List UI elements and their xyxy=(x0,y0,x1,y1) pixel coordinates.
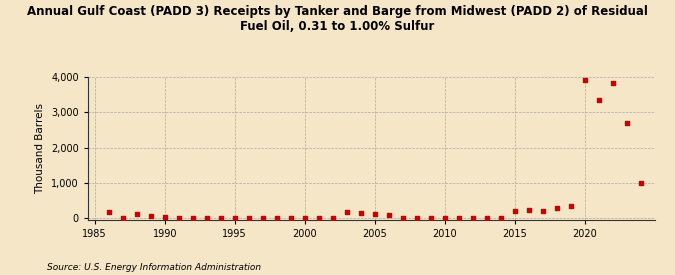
Point xyxy=(342,210,352,214)
Point xyxy=(425,216,436,220)
Point xyxy=(299,216,310,220)
Point xyxy=(188,215,198,220)
Point xyxy=(383,213,394,218)
Point xyxy=(411,216,422,220)
Point xyxy=(398,216,408,220)
Point xyxy=(510,209,520,213)
Point xyxy=(215,216,226,220)
Point xyxy=(257,216,268,220)
Point xyxy=(286,216,296,220)
Point xyxy=(159,215,170,219)
Point xyxy=(454,216,464,221)
Point xyxy=(635,180,646,185)
Point xyxy=(173,216,184,220)
Point xyxy=(523,208,534,212)
Point xyxy=(622,121,632,125)
Point xyxy=(201,216,212,220)
Point xyxy=(551,206,562,211)
Point xyxy=(103,210,114,214)
Point xyxy=(355,211,366,215)
Point xyxy=(566,204,576,208)
Point xyxy=(327,216,338,221)
Point xyxy=(313,216,324,220)
Point xyxy=(244,216,254,220)
Y-axis label: Thousand Barrels: Thousand Barrels xyxy=(35,103,45,194)
Point xyxy=(271,216,282,220)
Point xyxy=(495,216,506,221)
Point xyxy=(439,216,450,221)
Point xyxy=(593,98,604,103)
Point xyxy=(145,214,156,219)
Text: Annual Gulf Coast (PADD 3) Receipts by Tanker and Barge from Midwest (PADD 2) of: Annual Gulf Coast (PADD 3) Receipts by T… xyxy=(27,6,648,34)
Point xyxy=(117,216,128,220)
Point xyxy=(608,81,618,86)
Point xyxy=(467,216,478,221)
Point xyxy=(537,209,548,213)
Point xyxy=(230,216,240,220)
Point xyxy=(132,212,142,216)
Point xyxy=(579,78,590,82)
Point xyxy=(369,212,380,216)
Text: Source: U.S. Energy Information Administration: Source: U.S. Energy Information Administ… xyxy=(47,263,261,272)
Point xyxy=(481,216,492,221)
